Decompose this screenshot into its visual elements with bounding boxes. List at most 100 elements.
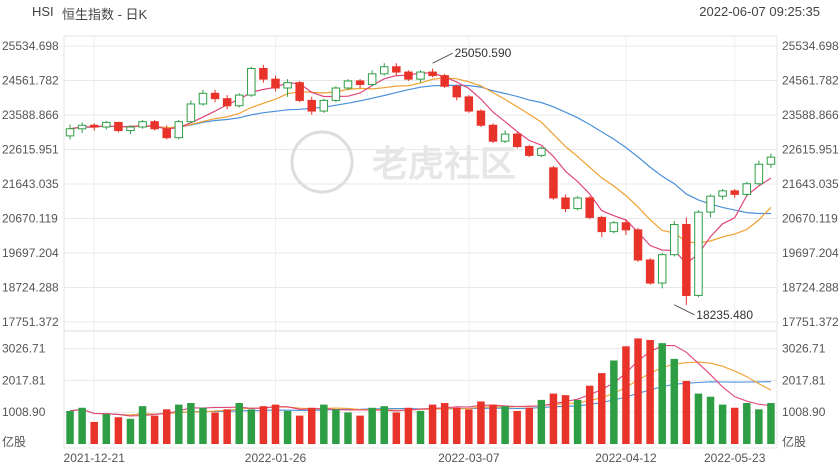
volume-bar	[392, 412, 401, 444]
volume-bar	[175, 404, 183, 444]
volume-bar	[755, 409, 763, 444]
candle-body	[138, 121, 147, 128]
volume-unit-right: 亿股	[782, 434, 806, 449]
volume-bar	[404, 407, 413, 444]
candle-body	[392, 66, 401, 73]
candle-body	[525, 146, 534, 156]
candle-body	[283, 82, 292, 89]
candle-body	[694, 211, 703, 296]
candle-body	[210, 92, 220, 100]
annotation-leader	[432, 52, 453, 64]
volume-bar	[682, 380, 691, 444]
volume-bar	[223, 409, 231, 444]
candle-body	[367, 73, 377, 85]
candle-body	[621, 222, 631, 231]
y-tick-label-left: 21643.035	[2, 177, 59, 191]
candle-body	[416, 71, 425, 80]
volume-bar	[477, 401, 485, 444]
candle-body	[730, 190, 739, 195]
volume-ma5-line	[69, 344, 772, 417]
volume-bar	[344, 412, 352, 444]
candle-body	[682, 224, 691, 296]
volume-bar	[718, 404, 727, 444]
candle-body	[271, 78, 280, 89]
y-tick-label-left: 25534.698	[2, 39, 59, 53]
candle-body	[742, 183, 752, 195]
candle-body	[718, 190, 727, 197]
volume-bar	[295, 415, 304, 444]
candle-body	[102, 121, 111, 128]
volume-bar	[247, 409, 256, 444]
volume-bar	[610, 360, 618, 444]
volume-bar	[561, 395, 570, 444]
x-tick-label: 2022-04-12	[595, 451, 657, 465]
volume-bar	[114, 417, 123, 444]
candle-body	[222, 98, 232, 107]
candle-body	[706, 195, 715, 213]
volume-bar	[368, 407, 376, 444]
volume-bar	[199, 407, 207, 444]
candle-body	[126, 126, 135, 132]
volume-bar	[743, 403, 751, 444]
x-tick-label: 2021-12-21	[64, 451, 126, 465]
y-tick-label-right: 25534.698	[782, 39, 839, 53]
volume-bar	[767, 403, 775, 444]
candle-body	[198, 92, 208, 105]
annotation-label: 25050.590	[455, 46, 512, 60]
volume-bar	[271, 404, 280, 444]
volume-bar	[730, 407, 739, 444]
volume-bar	[320, 404, 328, 444]
volume-unit-left: 亿股	[2, 434, 26, 449]
y-tick-label-left: 23588.866	[2, 108, 59, 122]
ma10-line	[69, 77, 772, 244]
volume-tick-label-right: 2017.81	[782, 373, 826, 387]
volume-tick-label-left: 3026.71	[2, 342, 46, 356]
annotation-leader	[674, 304, 695, 316]
volume-bar	[307, 407, 316, 444]
volume-tick-label-right: 3026.71	[782, 342, 826, 356]
candle-body	[234, 94, 244, 107]
volume-bar	[440, 403, 449, 444]
candle-body	[657, 254, 667, 284]
candle-body	[343, 80, 353, 89]
candle-body	[65, 128, 75, 137]
candle-body	[259, 68, 268, 80]
annotation-label: 18235.480	[696, 308, 753, 322]
candle-body	[162, 128, 171, 139]
y-tick-label-left: 19697.204	[2, 246, 59, 260]
y-tick-label-right: 18724.288	[782, 281, 839, 295]
candle-body	[500, 133, 510, 142]
y-tick-label-right: 19697.204	[782, 246, 839, 260]
candle-body	[428, 71, 437, 77]
volume-bar	[102, 414, 111, 444]
volume-tick-label-left: 1008.90	[2, 405, 46, 419]
candle-body	[754, 163, 764, 185]
volume-tick-label-left: 2017.81	[2, 373, 46, 387]
y-tick-label-left: 18724.288	[2, 281, 59, 295]
volume-bar	[694, 393, 703, 444]
volume-bar	[356, 415, 364, 444]
volume-bar	[90, 421, 98, 444]
symbol-label: HSI	[32, 4, 54, 19]
candle-body	[150, 121, 159, 130]
candle-body	[379, 66, 389, 75]
plot-frame	[63, 35, 778, 449]
volume-bar	[162, 409, 171, 444]
y-tick-label-right: 24561.782	[782, 74, 839, 88]
volume-bar	[453, 407, 461, 444]
watermark-text: 老虎社区	[372, 143, 516, 184]
x-tick-label: 2022-01-26	[245, 451, 307, 465]
y-tick-label-right: 20670.119	[782, 212, 838, 226]
candle-body	[633, 229, 643, 261]
candle-body	[186, 103, 196, 123]
volume-bar	[525, 407, 534, 444]
volume-bar	[187, 403, 195, 444]
volume-bar	[78, 407, 86, 444]
timestamp: 2022-06-07 09:25:35	[699, 4, 820, 19]
candle-body	[440, 75, 449, 87]
y-tick-label-left: 20670.119	[2, 212, 58, 226]
candle-body	[331, 87, 341, 101]
volume-bar	[646, 340, 654, 444]
candle-body	[645, 259, 655, 284]
